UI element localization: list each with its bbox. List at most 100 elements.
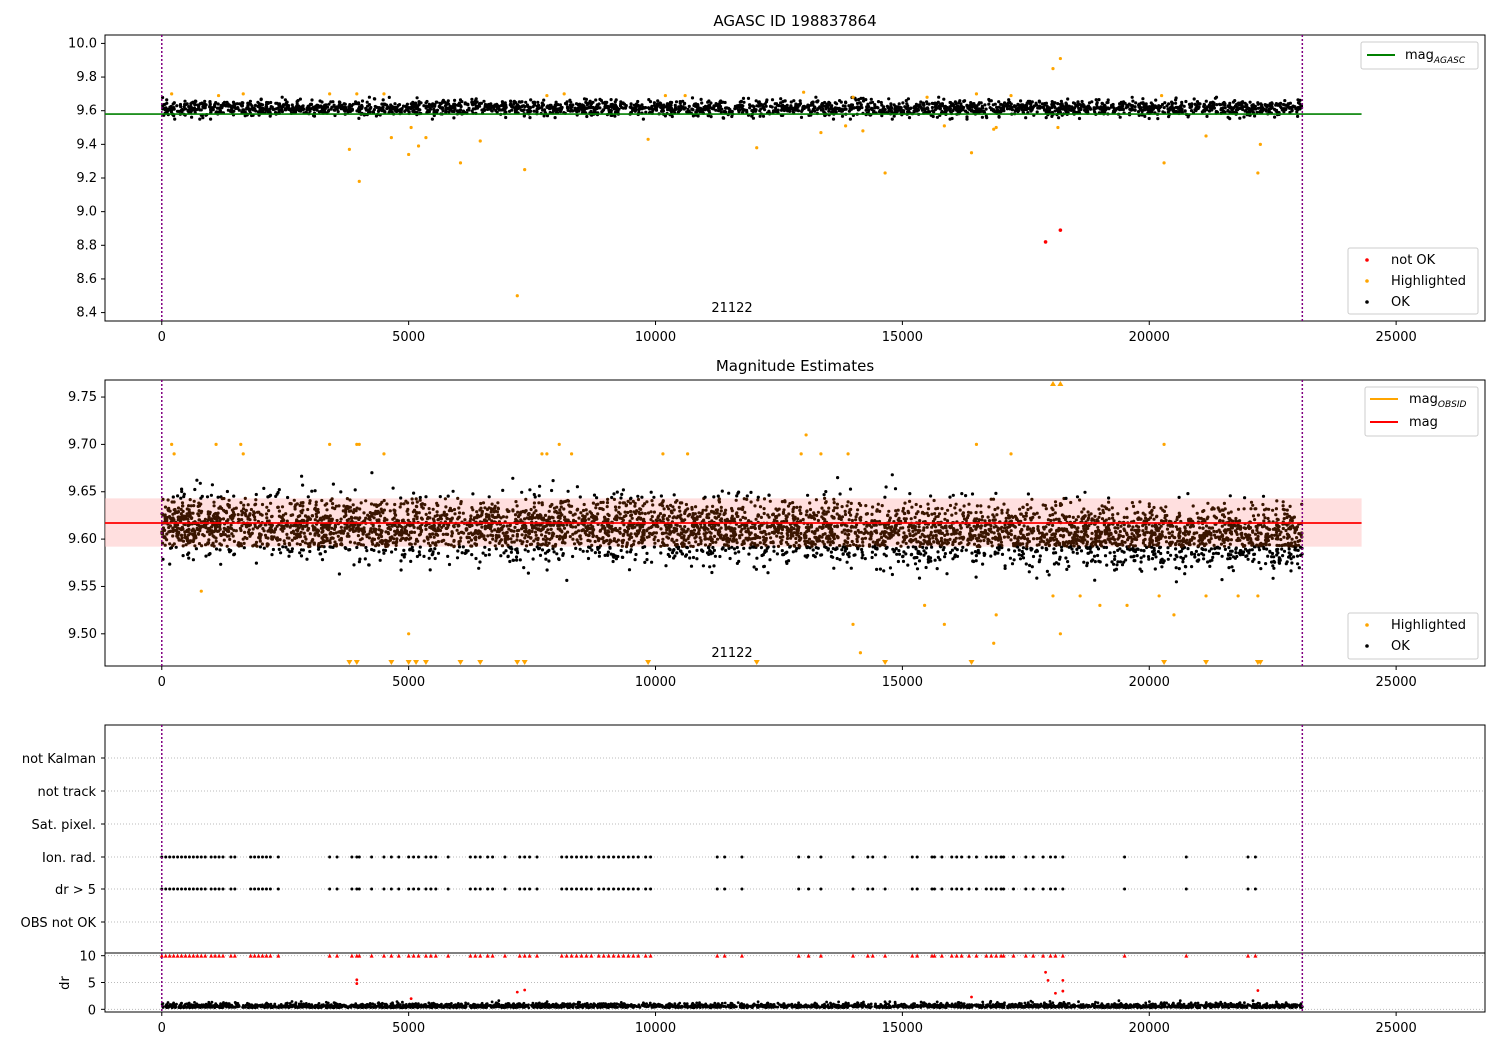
ok-point bbox=[545, 568, 549, 572]
y-tick-label: 9.75 bbox=[68, 390, 97, 405]
ok-point bbox=[742, 100, 746, 104]
ok-point bbox=[369, 105, 373, 110]
ok-point bbox=[1191, 504, 1195, 508]
ok-point bbox=[507, 527, 511, 531]
ok-point bbox=[699, 97, 703, 101]
ok-point bbox=[470, 109, 474, 113]
highlighted-point bbox=[357, 179, 361, 183]
ok-point bbox=[1270, 536, 1274, 541]
ok-point bbox=[1006, 101, 1010, 105]
ok-point bbox=[633, 109, 637, 113]
ok-point bbox=[763, 108, 767, 112]
ok-point bbox=[385, 107, 389, 111]
ok-point bbox=[584, 97, 589, 101]
ok-point bbox=[859, 503, 863, 507]
ok-point bbox=[970, 551, 974, 555]
ok-point bbox=[280, 110, 284, 114]
ok-point bbox=[737, 550, 741, 554]
ok-point bbox=[827, 100, 831, 104]
ok-point bbox=[367, 95, 371, 99]
ok-point bbox=[1075, 495, 1080, 499]
ok-point bbox=[1183, 572, 1187, 576]
ok-point bbox=[1030, 531, 1034, 535]
ok-point bbox=[1076, 100, 1080, 104]
ok-point bbox=[945, 529, 949, 533]
y-tick-label: 9.65 bbox=[68, 485, 97, 500]
ok-point bbox=[280, 95, 284, 99]
ok-point bbox=[1265, 105, 1269, 109]
ok-point bbox=[1284, 562, 1288, 566]
ok-point bbox=[788, 109, 792, 113]
ok-point bbox=[511, 558, 516, 562]
ok-point bbox=[317, 110, 321, 114]
ok-point bbox=[488, 541, 492, 545]
ok-point bbox=[1260, 105, 1264, 109]
ok-point bbox=[307, 545, 311, 549]
ok-point bbox=[518, 539, 523, 543]
ok-point bbox=[707, 109, 711, 113]
ok-point bbox=[917, 576, 922, 580]
ok-point bbox=[930, 105, 935, 110]
ok-point bbox=[320, 498, 324, 503]
ok-point bbox=[582, 104, 586, 108]
ok-point bbox=[1165, 527, 1170, 531]
panel-1-ok-points bbox=[161, 95, 1304, 121]
ok-point bbox=[925, 525, 929, 529]
ok-point bbox=[864, 504, 868, 508]
ok-point bbox=[295, 100, 299, 104]
ok-point bbox=[332, 103, 336, 107]
ok-point bbox=[213, 102, 217, 106]
ok-point bbox=[1226, 108, 1230, 113]
ok-point bbox=[531, 105, 535, 109]
ok-point bbox=[938, 107, 943, 111]
ok-point bbox=[242, 546, 246, 550]
ok-point bbox=[450, 109, 454, 113]
ok-point bbox=[300, 105, 304, 109]
ok-point bbox=[882, 569, 886, 573]
ok-point bbox=[747, 552, 751, 556]
ok-point bbox=[446, 106, 450, 110]
ok-point bbox=[560, 105, 564, 110]
ok-point bbox=[1166, 107, 1170, 111]
ok-point bbox=[325, 502, 329, 506]
ok-point bbox=[821, 107, 825, 111]
ok-point bbox=[717, 500, 722, 504]
ok-point bbox=[212, 504, 216, 508]
ok-point bbox=[1038, 100, 1042, 104]
ok-point bbox=[505, 515, 509, 519]
ok-point bbox=[798, 508, 802, 512]
ok-point bbox=[1256, 537, 1260, 541]
ok-point bbox=[383, 109, 387, 114]
ok-point bbox=[518, 100, 523, 104]
ok-point bbox=[1275, 543, 1279, 548]
ok-point bbox=[813, 109, 817, 113]
ok-point bbox=[1034, 103, 1039, 107]
ok-point bbox=[466, 103, 470, 107]
ok-point bbox=[1076, 515, 1080, 519]
ok-point bbox=[1139, 560, 1143, 564]
ok-point bbox=[644, 106, 648, 110]
ok-point bbox=[1242, 507, 1246, 511]
ok-point bbox=[1166, 110, 1170, 114]
ok-point bbox=[1095, 101, 1099, 105]
ok-point bbox=[1256, 534, 1260, 539]
ok-point bbox=[1231, 100, 1235, 104]
ok-point bbox=[711, 545, 715, 550]
ok-point bbox=[221, 102, 225, 106]
ok-point bbox=[517, 106, 521, 110]
ok-point bbox=[598, 529, 602, 533]
ok-point bbox=[745, 108, 749, 112]
ok-point bbox=[967, 502, 971, 506]
ok-point bbox=[216, 102, 220, 106]
ok-point bbox=[400, 525, 404, 530]
ok-point bbox=[846, 536, 850, 540]
ok-point bbox=[930, 512, 934, 516]
highlighted-point bbox=[994, 125, 998, 130]
ok-point bbox=[761, 114, 766, 118]
ok-point bbox=[270, 553, 274, 557]
ok-point bbox=[650, 105, 654, 109]
x-tick-label: 15000 bbox=[882, 675, 923, 690]
ok-point bbox=[446, 494, 450, 498]
ok-point bbox=[624, 104, 628, 108]
ok-point bbox=[194, 99, 198, 103]
